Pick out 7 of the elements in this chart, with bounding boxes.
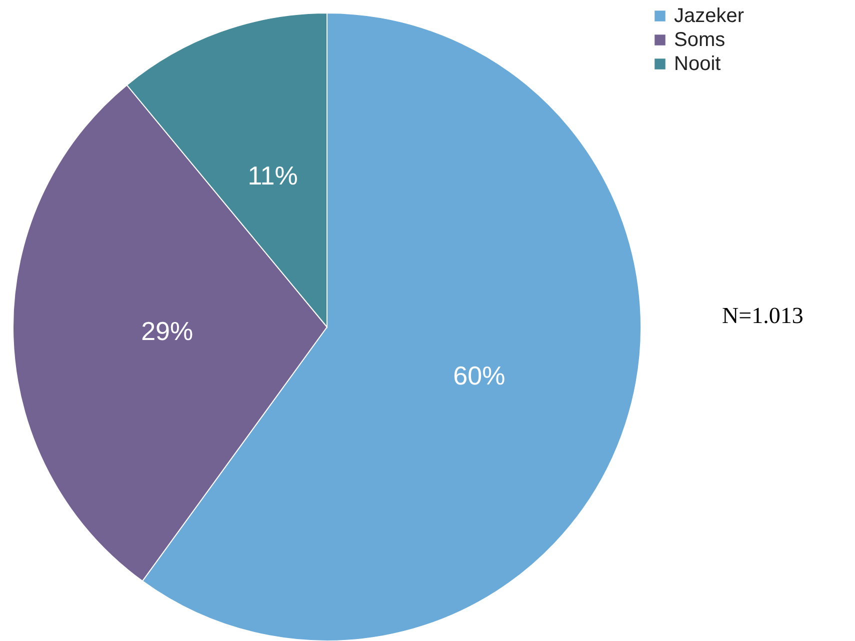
- text: N=1.013: [722, 303, 804, 328]
- legend-label: Nooit: [674, 53, 722, 75]
- legend-label: Jazeker: [674, 5, 744, 27]
- legend-label: Soms: [674, 29, 726, 51]
- data-label: 60%: [453, 360, 506, 390]
- data-label: 11%: [248, 160, 298, 190]
- data-label: 29%: [141, 316, 194, 346]
